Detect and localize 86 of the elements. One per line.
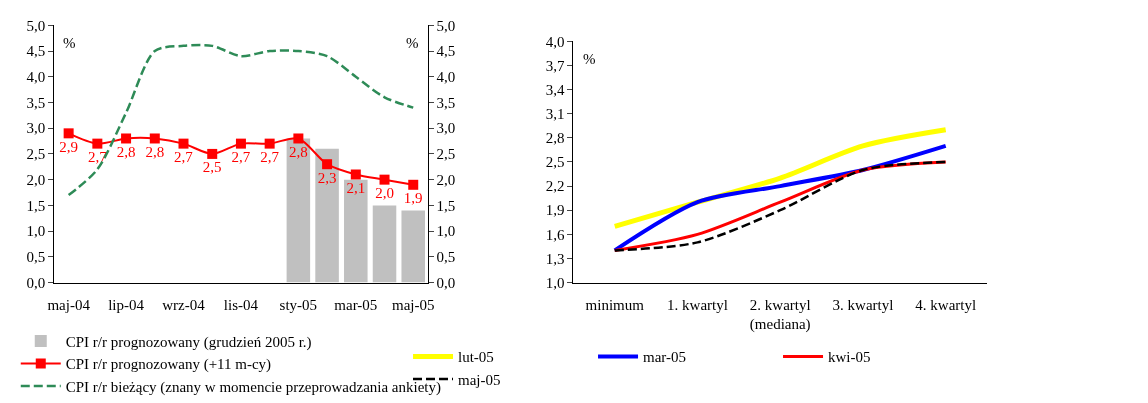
point [121, 133, 132, 144]
legend-label: lut-05 [458, 349, 494, 366]
y2-tick-label: 4,0 [436, 68, 456, 85]
data-label: 2,9 [59, 138, 79, 155]
point [178, 138, 189, 149]
y-tick-label: 4,0 [26, 68, 46, 85]
y-tick-label: 4,0 [545, 33, 565, 50]
x-tick-label: 3. kwartyl [832, 296, 894, 313]
y2-tick-label: 1,5 [436, 197, 456, 214]
y-tick-label: 1,9 [545, 202, 565, 219]
y2-tick-label: 1,0 [436, 223, 456, 240]
x-tick-label: 1. kwartyl [667, 296, 728, 313]
x-tick-label: 4. kwartyl [915, 296, 977, 313]
bar [401, 210, 426, 283]
bar [372, 205, 397, 283]
y2-tick-label: 5,0 [436, 17, 456, 34]
y-tick-label: 1,0 [545, 274, 565, 291]
y2-tick-label: 3,5 [436, 94, 456, 111]
x-tick-label: lis-04 [223, 296, 259, 313]
y-tick-label: 2,0 [26, 171, 46, 188]
y-tick-label: 2,2 [545, 178, 565, 195]
x-tick-label: lip-04 [108, 296, 145, 313]
y2-tick-label: 0,5 [436, 249, 456, 266]
x-tick-label: minimum [585, 296, 645, 313]
bar [315, 148, 339, 283]
y2-axis-title: % [406, 35, 419, 51]
y-tick-label: 0,0 [26, 274, 46, 291]
data-label: 2,1 [346, 180, 366, 196]
y-tick-label: 1,5 [26, 197, 46, 214]
point [149, 133, 160, 144]
x-tick-label: mar-05 [334, 296, 378, 313]
y-tick-label: 1,3 [545, 250, 565, 267]
point [207, 148, 218, 159]
y-tick-label: 5,0 [26, 17, 46, 34]
bar [286, 138, 311, 283]
legend-label: CPI r/r prognozowany (+11 m-cy) [65, 356, 272, 374]
data-label: 2,8 [145, 143, 165, 160]
bar [344, 179, 368, 283]
data-label: 2,7 [87, 149, 108, 166]
y-tick-label: 1,0 [26, 223, 46, 240]
data-label: 2,8 [288, 143, 308, 160]
y-tick-label: 2,8 [545, 130, 565, 147]
point [235, 138, 246, 149]
data-label: 2,7 [231, 149, 251, 166]
legend-label: kwi-05 [828, 349, 871, 366]
y2-tick-label: 3,0 [436, 120, 456, 137]
point [350, 169, 361, 180]
legend-label: mar-05 [643, 349, 687, 366]
legend-label: CPI r/r prognozowany (grudzień 2005 r.) [65, 333, 312, 351]
point [379, 174, 390, 185]
data-label: 2,5 [202, 159, 222, 176]
y-tick-label: 3,7 [545, 57, 565, 74]
data-label: 2,3 [317, 169, 337, 186]
data-label: 2,7 [260, 149, 280, 166]
y-tick-label: 0,5 [26, 249, 46, 266]
data-label: 2,8 [116, 143, 136, 160]
point [264, 138, 275, 149]
data-label: 2,7 [174, 149, 194, 166]
y2-tick-label: 2,0 [436, 171, 456, 188]
y-axis-title: % [583, 51, 596, 67]
x-tick-label: wrz-04 [162, 296, 206, 313]
x-tick-label: 2. kwartyl (mediana) [749, 296, 811, 334]
y2-tick-label: 2,5 [436, 146, 456, 163]
x-tick-label: maj-04 [47, 296, 91, 313]
x-tick-label: sty-05 [279, 296, 318, 313]
y-tick-label: 3,0 [26, 120, 46, 137]
y-tick-label: 2,5 [26, 146, 46, 163]
point [293, 133, 304, 144]
point [408, 179, 419, 190]
y-tick-label: 2,5 [545, 154, 565, 171]
data-label: 2,0 [375, 185, 394, 202]
y-tick-label: 3,5 [26, 94, 46, 111]
legend-label: CPI r/r bieżący (znany w momencie przeprowadzania ankiety) [65, 378, 442, 396]
legend-label: maj-05 [458, 371, 501, 388]
point [92, 138, 103, 149]
point [322, 159, 333, 170]
y-tick-label: 1,6 [545, 226, 565, 243]
data-label: 1,9 [403, 190, 423, 207]
y-tick-label: 3,1 [545, 106, 565, 123]
y2-tick-label: 4,5 [436, 43, 456, 60]
point [63, 128, 74, 139]
y-tick-label: 4,5 [26, 43, 46, 60]
x-tick-label: maj-05 [391, 296, 435, 313]
y-tick-label: 3,4 [545, 81, 565, 98]
y-axis-title: % [63, 35, 76, 51]
y2-tick-label: 0,0 [436, 274, 456, 291]
